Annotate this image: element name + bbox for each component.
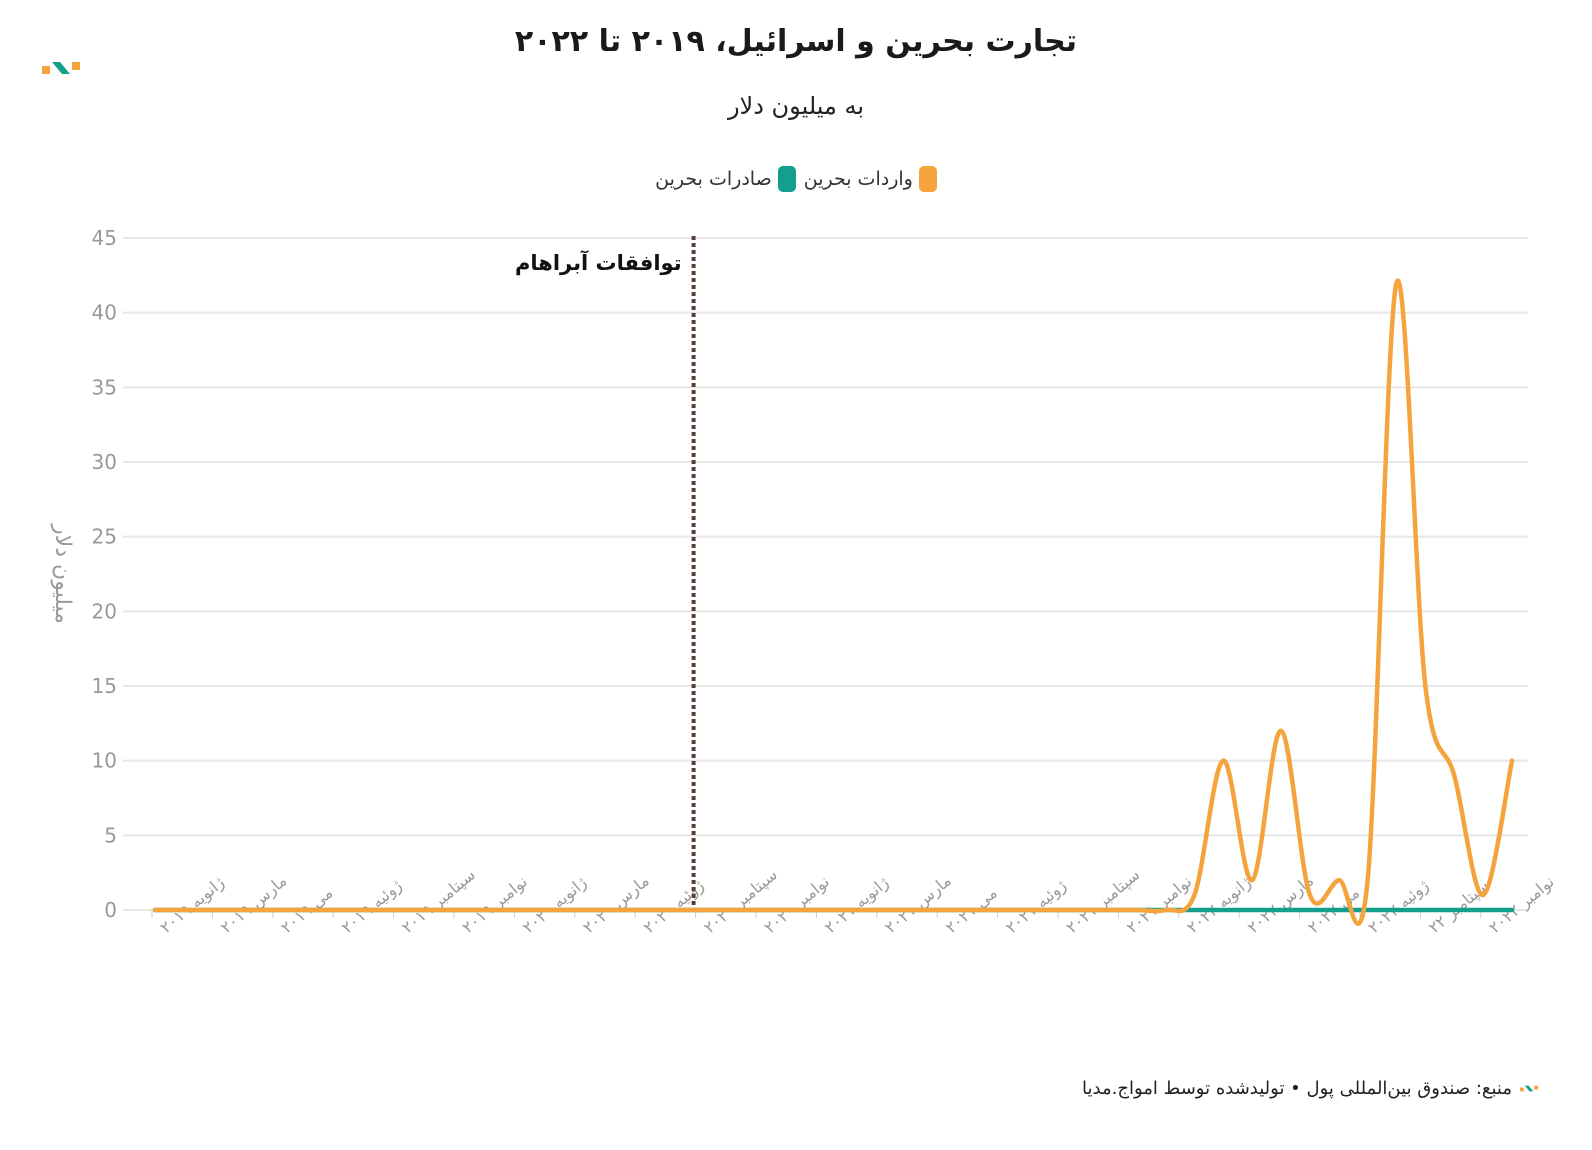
y-tick-label: 30 [92,450,117,474]
y-tick-label: 15 [92,674,117,698]
y-tick-label: 20 [92,599,117,623]
legend-swatch-imports [918,166,937,192]
x-tick-label: ژانویه ۲۰۲۰ [519,873,591,938]
y-tick-label: 45 [92,226,117,250]
legend-label-imports: واردات بحرین [803,168,913,190]
x-tick-label: مارس ۲۰۲۱ [881,871,955,938]
x-tick-label: ژانویه ۲۰۲۲ [1183,873,1255,938]
x-tick-label: ژانویه ۲۰۱۹ [156,873,228,938]
x-tick-label: مارس ۲۰۲۰ [579,871,653,938]
chart-subtitle: به میلیون دلار [727,92,865,120]
y-axis-label: میلیون دلار [50,523,75,624]
y-tick-label: 10 [92,749,117,773]
annotation-label: توافقات آبراهام [515,250,682,275]
chart-title: تجارت بحرین و اسرائیل، ۲۰۱۹ تا ۲۰۲۲ [514,24,1078,59]
legend-item-exports[interactable]: صادرات بحرین [655,166,796,192]
line-chart: 0 5 10 15 20 25 30 35 40 45 میلیون دلار ژانویه ۲۰۱۹… [50,226,1558,938]
footer-source: منبع: صندوق بین‌المللی پول • تولیدشده تو… [1082,1078,1540,1099]
y-tick-label: 0 [104,898,117,922]
x-tick-label: ژوئیه ۲۰۲۱ [1002,876,1071,938]
legend-swatch-exports [777,166,796,192]
chart-legend: واردات بحرین صادرات بحرین [0,166,1592,192]
legend-item-imports[interactable]: واردات بحرین [804,166,937,192]
footer-text: منبع: صندوق بین‌المللی پول • تولیدشده تو… [1082,1078,1512,1099]
brand-logo-icon [42,62,80,74]
y-tick-label: 25 [92,525,117,549]
y-tick-label: 35 [92,375,117,399]
x-tick-label: سپتامبر ۲۲ [1425,876,1493,938]
legend-label-exports: صادرات بحرین [655,168,772,190]
x-tick-label: نوامبر ۲۰۲۲ [1485,872,1558,938]
series-line-imports [152,278,1515,927]
x-tick-label: مارس ۲۰۱۹ [217,871,291,938]
x-tick-label: ژوئیه ۲۰۲۲ [1364,876,1433,938]
x-tick-label: ژوئیه ۲۰۱۹ [338,876,407,938]
footer-logo-icon [1520,1085,1539,1091]
x-tick-label: ژانویه ۲۰۲۱ [821,873,893,938]
y-tick-label: 40 [92,301,117,325]
y-tick-label: 5 [104,823,117,847]
